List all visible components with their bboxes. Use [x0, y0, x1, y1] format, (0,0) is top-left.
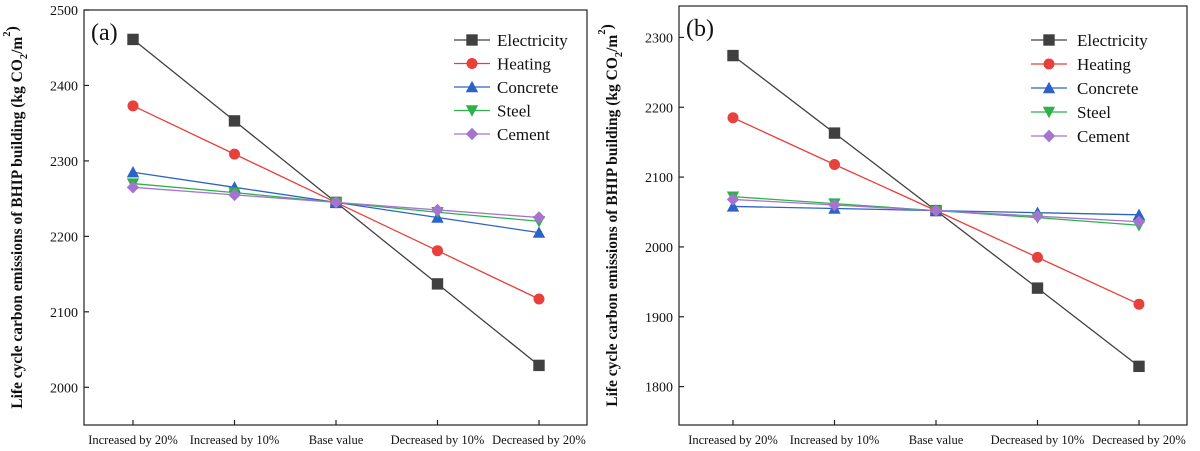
data-point	[127, 33, 139, 46]
x-tick-label: Decreased by 20%	[492, 433, 586, 447]
y-tick-label: 2300	[50, 155, 78, 170]
data-point	[329, 196, 343, 209]
legend-label: Concrete	[497, 78, 558, 97]
x-tick-label: Decreased by 10%	[991, 433, 1085, 447]
data-point	[929, 204, 943, 217]
y-axis-title-part: 2	[614, 52, 625, 57]
data-point	[828, 127, 841, 139]
legend-label: Heating	[1077, 55, 1131, 74]
x-tick-label: Decreased by 10%	[391, 433, 485, 447]
panel-label: (a)	[91, 20, 118, 46]
data-point	[431, 278, 444, 290]
legend-label: Electricity	[497, 31, 568, 50]
data-point	[533, 359, 545, 372]
data-point	[228, 188, 241, 202]
data-point	[727, 112, 739, 124]
legend-marker	[466, 58, 478, 69]
series-cement	[126, 181, 546, 224]
y-axis-title-part: )	[4, 26, 21, 31]
x-tick-label: Increased by 20%	[88, 433, 178, 447]
y-axis-title-part: 2	[597, 29, 608, 34]
legend-marker	[1042, 81, 1056, 94]
data-point	[431, 203, 444, 217]
data-point	[532, 226, 546, 238]
y-axis-title: Life cycle carbon emissions of BHIP buil…	[2, 26, 30, 409]
panel-label: (b)	[686, 16, 714, 42]
plot-frame	[678, 5, 1188, 426]
legend-label: Cement	[1077, 127, 1130, 146]
data-point	[1133, 360, 1145, 373]
y-tick-label: 2400	[50, 79, 78, 94]
y-tick-label: 2300	[645, 31, 673, 46]
legend: Electricity Heating Concrete Steel Cement	[1031, 31, 1148, 146]
data-point	[828, 198, 841, 212]
data-point	[829, 159, 840, 171]
y-tick-label: 2200	[50, 230, 78, 245]
legend-marker	[466, 34, 478, 46]
data-point	[126, 166, 140, 178]
y-tick-label: 2000	[50, 381, 78, 396]
y-tick-label: 2000	[645, 241, 673, 256]
data-point	[126, 181, 140, 194]
data-point	[1132, 208, 1146, 221]
x-tick-label: Increased by 10%	[190, 433, 280, 447]
data-point	[726, 193, 740, 206]
y-tick-label: 1800	[645, 381, 673, 396]
y-axis-title-part: Life cycle carbon emissions of BHIP buil…	[9, 59, 26, 409]
data-point	[127, 100, 139, 112]
x-tick-label: Base value	[909, 433, 964, 447]
series-cement	[726, 193, 1146, 228]
data-point	[533, 293, 545, 305]
legend-marker	[465, 80, 479, 93]
legend-marker	[465, 105, 479, 117]
legend-label: Heating	[497, 55, 551, 74]
chart-panel-b: 1800 1900 2000 2100 2200 2300 Increased by 20%…	[597, 5, 1188, 447]
data-point	[1132, 215, 1146, 228]
y-tick-label: 2500	[50, 4, 78, 19]
y-axis-title-part: 2	[2, 31, 13, 36]
legend-label: Steel	[497, 102, 531, 121]
y-axis-title: Life cycle carbon emissions of BHIP buil…	[597, 24, 625, 407]
y-axis-title-part: Life cycle carbon emissions of BHIP buil…	[604, 57, 621, 407]
legend-label: Concrete	[1077, 79, 1138, 98]
data-point	[228, 115, 241, 127]
legend-label: Electricity	[1077, 31, 1148, 50]
y-tick-label: 1900	[645, 311, 673, 326]
legend-marker	[465, 127, 479, 141]
data-point	[1032, 251, 1043, 263]
data-point	[229, 148, 240, 160]
x-tick-label: Base value	[309, 433, 364, 447]
legend-label: Cement	[497, 125, 550, 144]
legend-marker	[1043, 58, 1055, 70]
data-point	[532, 211, 546, 224]
data-point	[1031, 282, 1044, 294]
data-point	[1133, 298, 1145, 310]
chart-panel-a: 2000 2100 2200 2300 2400 2500 Increased by 20%…	[2, 4, 588, 447]
legend: Electricity Heating Concrete Steel Cement	[454, 31, 568, 144]
data-point	[1031, 209, 1044, 223]
data-point	[727, 49, 739, 62]
x-tick-label: Increased by 10%	[790, 433, 880, 447]
legend-marker	[1043, 34, 1055, 46]
legend-label: Steel	[1077, 103, 1111, 122]
x-tick-label: Increased by 20%	[688, 433, 778, 447]
y-axis-title-part: /m	[9, 37, 26, 55]
x-tick-label: Decreased by 20%	[1092, 433, 1186, 447]
data-point	[726, 200, 740, 212]
data-point	[432, 245, 443, 257]
legend-marker	[1042, 129, 1056, 143]
y-tick-label: 2100	[645, 171, 673, 186]
y-tick-label: 2200	[645, 101, 673, 116]
y-tick-label: 2100	[50, 306, 78, 321]
y-axis-title-part: )	[599, 24, 616, 29]
legend-marker	[1042, 106, 1056, 119]
y-axis-title-part: /m	[604, 35, 621, 53]
y-axis-title-part: 2	[19, 54, 30, 59]
